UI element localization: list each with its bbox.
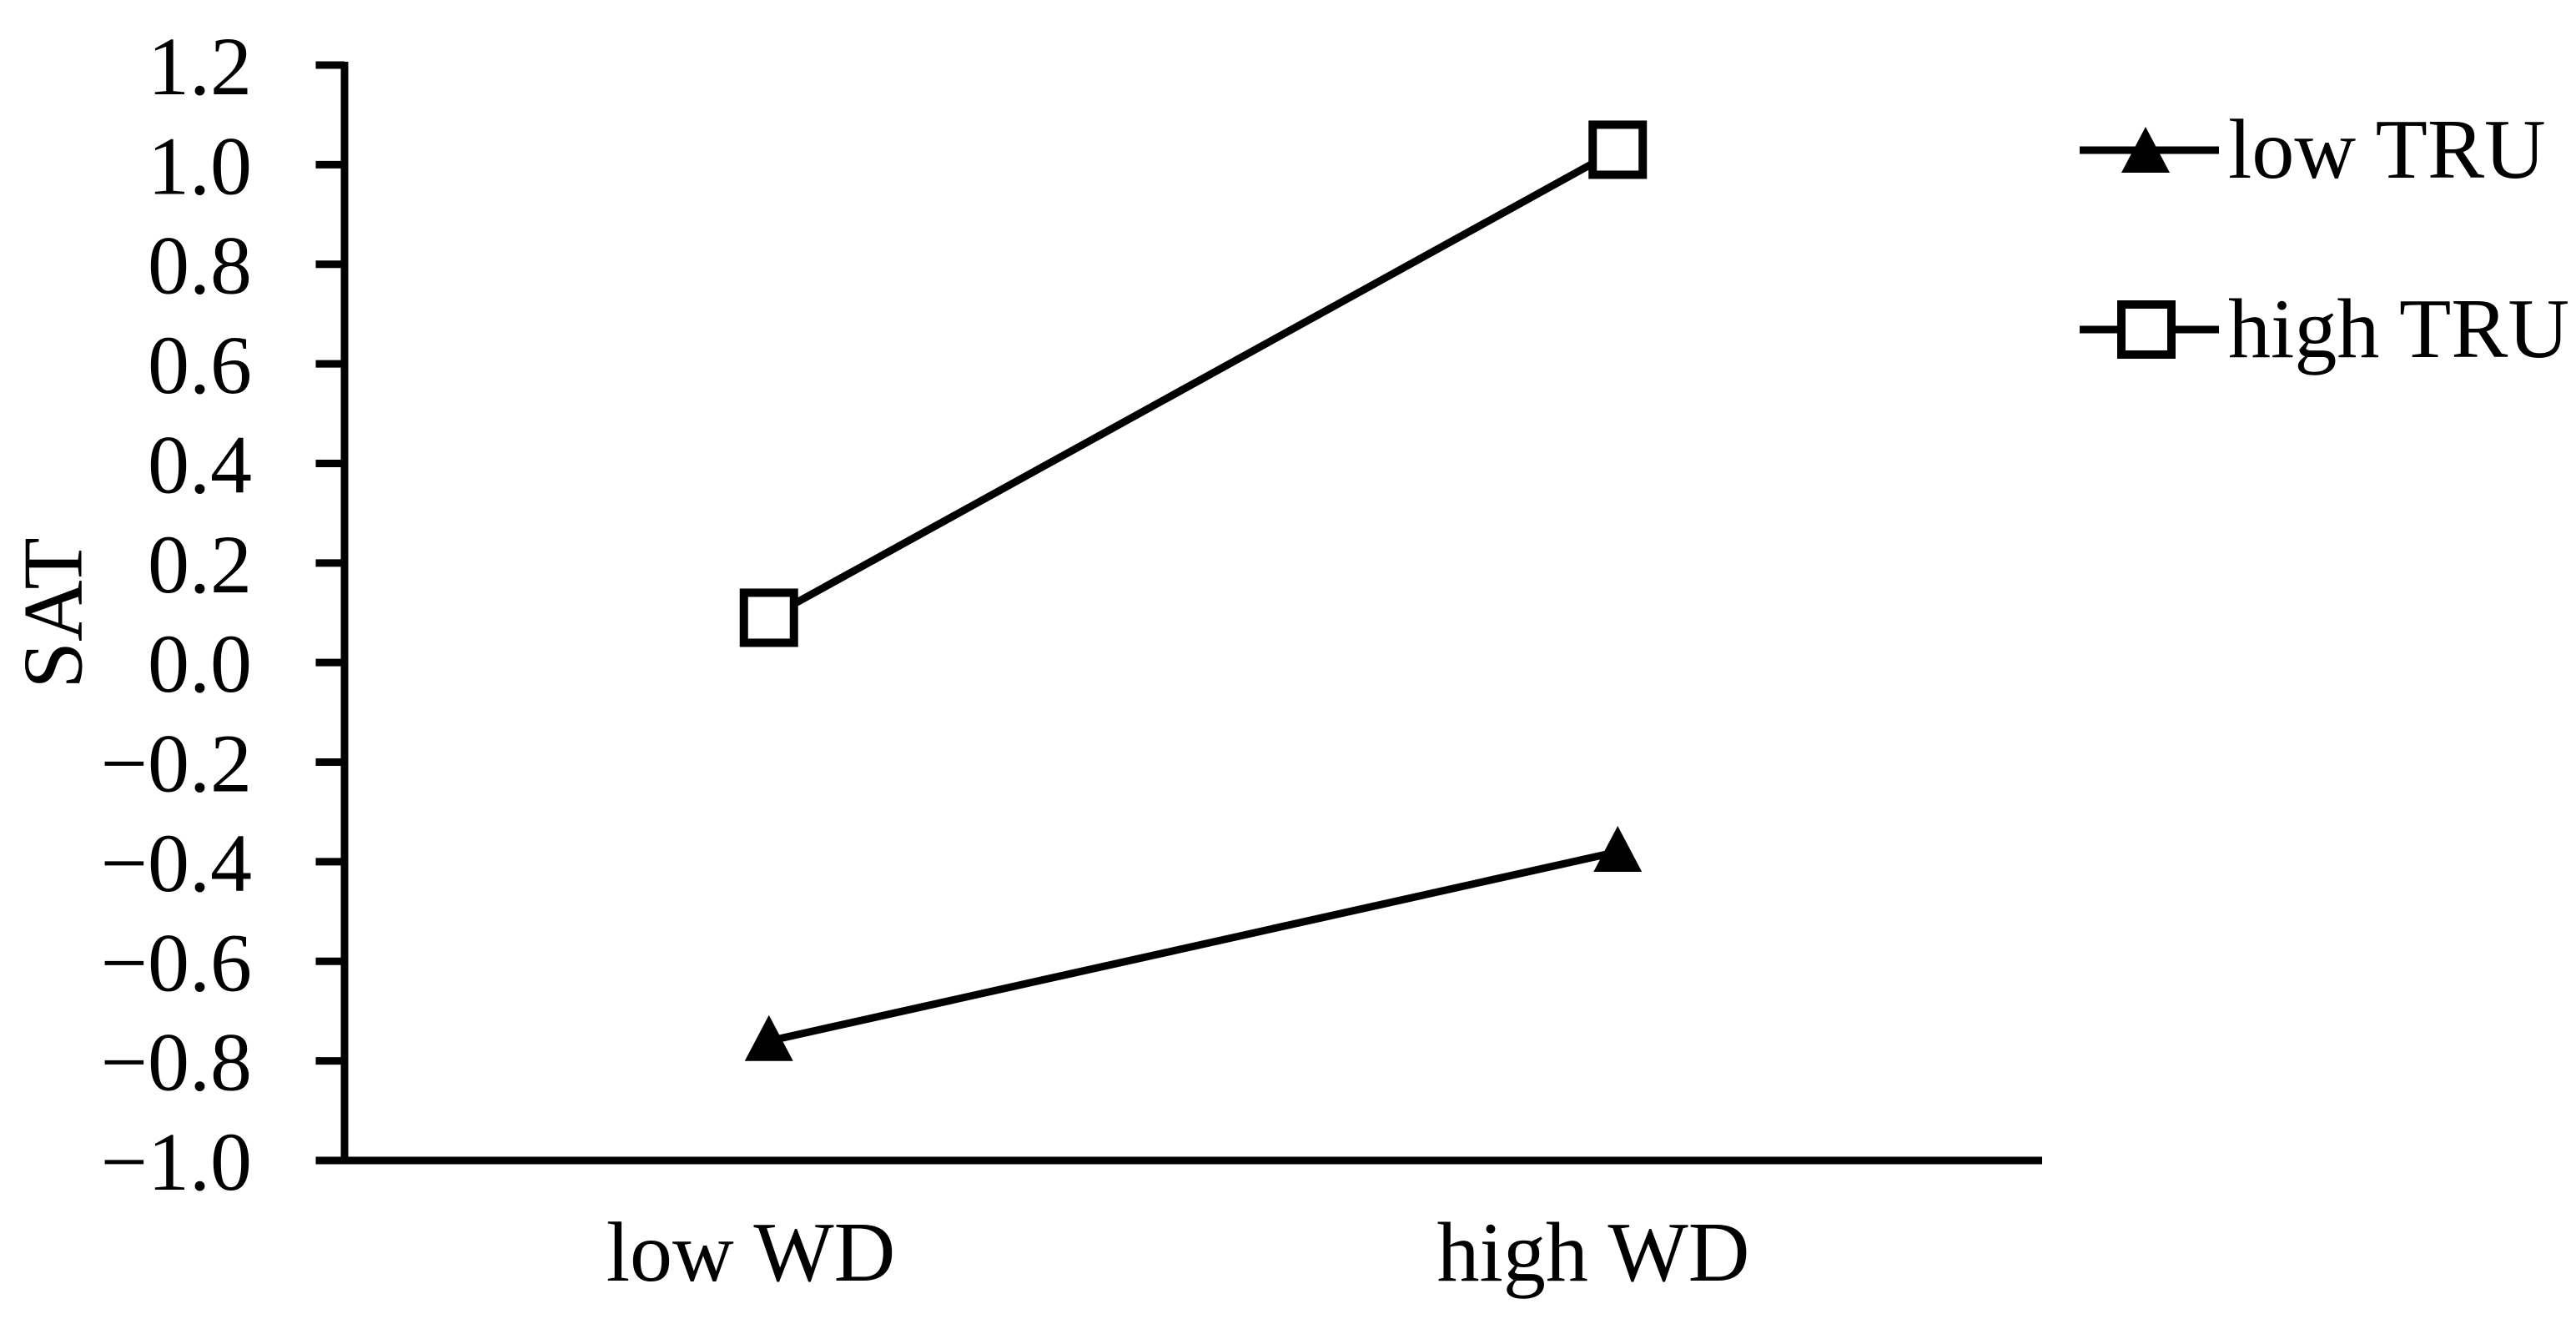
open-square-marker (1588, 120, 1648, 179)
series-high-tru (739, 120, 1648, 647)
y-tick-label: 1.2 (148, 20, 252, 113)
y-tick-label: 0.4 (148, 418, 252, 511)
x-axis-label-high-wd: high WD (1436, 1206, 1750, 1300)
axes (340, 62, 2042, 1165)
x-axis-label-low-wd: low WD (606, 1206, 896, 1300)
open-square-icon (2080, 300, 2219, 359)
y-axis-ticks: 1.21.00.80.60.40.20.0−0.2−0.4−0.6−0.8−1.… (101, 20, 345, 1208)
y-tick-label: 0.0 (148, 617, 252, 710)
filled-triangle-marker (744, 1014, 793, 1061)
y-tick-label: 0.2 (148, 518, 252, 611)
open-square-marker (739, 588, 798, 647)
y-tick-label: −0.4 (101, 817, 252, 909)
legend-label-low-tru: low TRU (2228, 103, 2546, 197)
y-tick-label: −0.2 (101, 717, 252, 810)
y-tick-label: −0.6 (101, 916, 252, 1009)
y-axis-title: SAT (6, 537, 101, 689)
legend-entry-low-tru: low TRU (2077, 103, 2546, 197)
y-tick-label: −1.0 (101, 1115, 252, 1208)
filled-triangle-icon (2080, 127, 2219, 173)
legend-label-high-tru: high TRU (2228, 282, 2569, 376)
y-tick-label: 0.6 (148, 319, 252, 411)
y-tick-label: 1.0 (148, 119, 252, 212)
series-low-tru (744, 825, 1643, 1061)
legend-entry-high-tru: high TRU (2077, 282, 2569, 376)
y-tick-label: −0.8 (101, 1016, 252, 1109)
filled-triangle-marker (1593, 825, 1643, 872)
y-tick-label: 0.8 (148, 219, 252, 312)
